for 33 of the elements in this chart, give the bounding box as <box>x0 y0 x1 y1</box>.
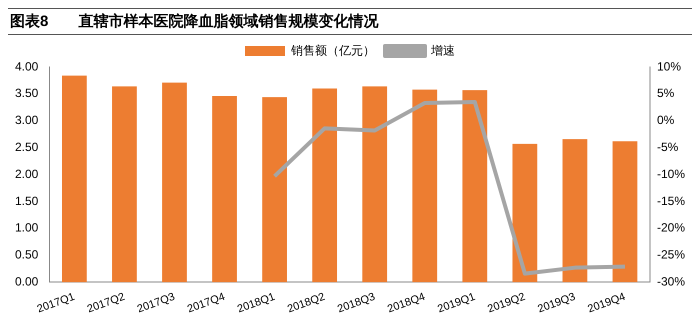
y-tick-label: 1.00 <box>14 220 39 235</box>
y2-tick-label: 10% <box>656 59 682 74</box>
bar <box>212 96 237 282</box>
legend-label: 销售额（亿元） <box>290 43 375 58</box>
y-tick-label: 0.50 <box>14 248 39 262</box>
y-tick-label: 2.50 <box>14 140 39 154</box>
chart-title: 图表8 直辖市样本医院降血脂领域销售规模变化情况 <box>8 8 692 35</box>
bar <box>312 88 338 282</box>
y2-tick-label: -20% <box>656 220 686 235</box>
y-tick-label: 1.50 <box>14 194 39 208</box>
y2-tick-label: -5% <box>656 140 679 154</box>
y2-tick-label: -30% <box>656 274 686 289</box>
bar <box>462 90 488 282</box>
y-tick-label: 4.00 <box>14 59 39 74</box>
bar <box>112 86 137 282</box>
bar <box>362 86 388 282</box>
legend-label: 增速 <box>430 43 455 58</box>
bar <box>62 76 87 282</box>
y2-tick-label: -25% <box>656 248 686 262</box>
bar <box>412 90 438 282</box>
bar <box>162 82 187 282</box>
y-tick-label: 2.00 <box>14 166 39 181</box>
y2-tick-label: -10% <box>656 166 686 181</box>
y-tick-label: 3.00 <box>14 113 39 128</box>
y2-tick-label: 5% <box>656 86 675 100</box>
y2-tick-label: -15% <box>656 194 686 208</box>
bar <box>562 139 588 282</box>
y-tick-label: 3.50 <box>14 86 39 100</box>
y2-tick-label: 0% <box>656 113 675 128</box>
bar <box>262 97 287 282</box>
bar <box>512 144 538 282</box>
y-tick-label: 0.00 <box>14 274 39 289</box>
bar <box>612 141 638 282</box>
